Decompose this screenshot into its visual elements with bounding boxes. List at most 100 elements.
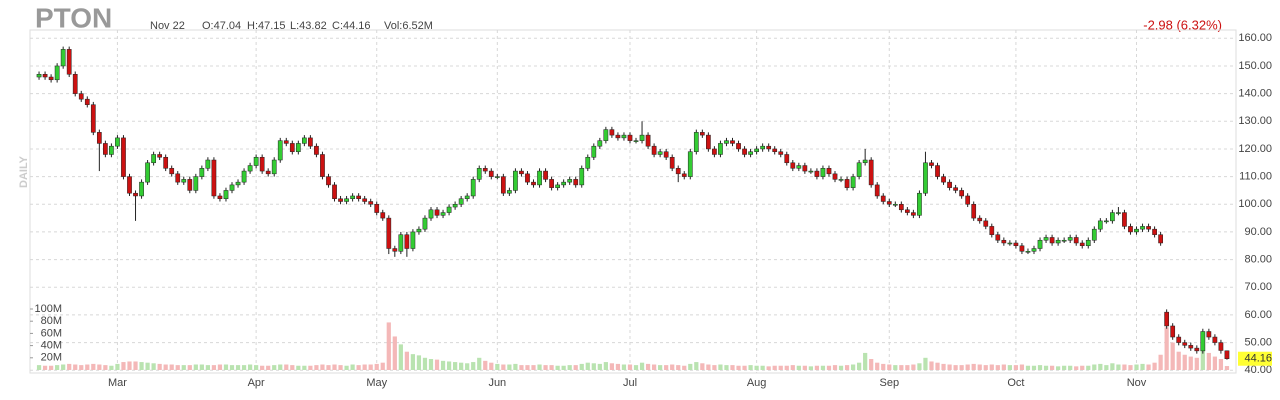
candle-body [681,173,687,177]
candle-body [127,176,132,194]
volume-bar [489,362,494,370]
candle-body [543,170,548,180]
volume-bar [778,365,783,370]
candle-body [947,181,952,188]
volume-bar [193,364,198,370]
volume-bar [1049,365,1055,370]
volume-bar [971,363,976,370]
candle-body [1164,311,1170,327]
y-tick-label: 100.00 [1238,198,1272,210]
candle-body [983,220,989,227]
candle-body [133,192,138,197]
candle-body [1067,237,1073,241]
candle-body [289,143,295,152]
volume-bar [109,365,114,370]
volume-bar [507,364,512,370]
volume-bar [1043,365,1049,370]
volume-bar [561,365,566,370]
volume-bar [808,366,813,370]
candle-body [736,143,741,150]
volume-bar [434,359,440,370]
volume-bar [223,364,229,370]
candle-body [923,162,928,194]
candle-body [205,159,211,169]
volume-bar [308,365,313,370]
candle-body [1200,331,1206,352]
volume-bar [1200,344,1205,370]
candle-body [519,170,524,175]
volume-bar [495,363,500,370]
volume-bar [525,365,530,370]
candle-body [802,165,808,172]
candle-body [404,234,410,249]
candle-body [265,170,271,175]
candle-body [332,184,337,199]
volume-bar [585,362,590,370]
candle-body [1176,336,1182,343]
candle-body [380,212,386,219]
volume-bar [754,365,759,370]
candle-body [826,168,832,175]
volume-bar [766,366,771,370]
y2-tick-label: 20M [41,352,62,364]
candle-body [308,137,313,147]
volume-bar [477,357,482,370]
candle-body [621,134,627,139]
candle-body [326,176,331,186]
candle-body [808,170,814,173]
candle-body [84,98,90,105]
volume-bar [838,365,844,370]
volume-bar [869,359,874,370]
volume-bar [67,363,72,370]
volume-bar [953,365,958,370]
volume-bar [1092,364,1097,370]
candle-body [193,176,199,191]
y-tick-label: 160.00 [1238,32,1272,44]
volume-bar [1212,356,1218,370]
volume-bar [368,364,373,370]
candle-body [476,168,482,180]
candle-body [718,143,723,155]
x-tick-label: Jul [623,377,637,389]
candle-body [633,140,639,142]
volume-bar [139,362,144,370]
volume-bar [917,363,922,370]
candle-body [283,140,289,144]
candle-body [90,104,96,133]
volume-bar [929,361,934,370]
volume-bar [73,364,78,370]
volume-bar [145,362,150,370]
volume-bar [278,364,283,370]
candle-body [706,134,711,150]
candle-body [531,181,536,186]
change: -2.98 (6.32%) [1143,17,1222,32]
candle-body [880,195,886,202]
volume-bar [935,362,940,370]
volume-bar [959,365,964,370]
candle-body [766,145,772,150]
volume-bar [163,364,168,370]
candle-body [470,179,476,197]
y-tick-label: 70.00 [1244,281,1272,293]
y-tick-label: 140.00 [1238,88,1272,100]
y2-tick-label: 40M [41,340,62,352]
volume-bar [127,361,132,370]
volume-bar [1140,363,1145,370]
candle-body [96,132,102,144]
candle-body [320,154,325,177]
volume-bar [983,365,988,370]
volume-bar [579,363,584,370]
y-tick-label: 120.00 [1238,143,1272,155]
candle-body [1079,242,1085,247]
candle-body [814,170,820,177]
candle-body [1212,336,1218,343]
volume-bar [61,364,66,370]
volume-bar [857,362,862,370]
volume-bar [718,364,723,370]
volume-bar [519,365,524,370]
volume-bar [670,364,675,370]
volume-bar [1019,364,1025,370]
volume-bar [1104,365,1109,370]
volume-bar [1098,363,1103,370]
volume-bar [513,363,518,370]
